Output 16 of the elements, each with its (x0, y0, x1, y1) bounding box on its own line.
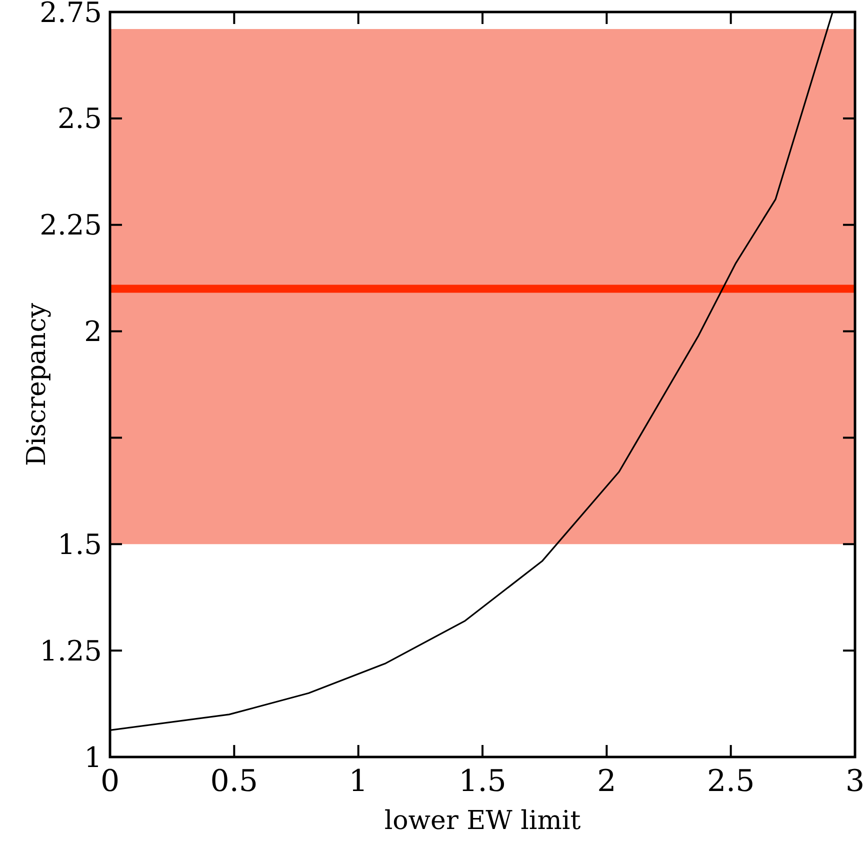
x-tick-label: 1 (348, 764, 368, 799)
x-tick-label: 0 (100, 764, 120, 799)
y-tick-label: 2.75 (40, 0, 102, 29)
y-tick-label: 1.5 (57, 528, 102, 561)
x-tick-label: 0.5 (210, 764, 258, 799)
x-tick-label: 1.5 (458, 764, 506, 799)
y-tick-label: 2.25 (40, 208, 102, 242)
y-tick-label: 2 (84, 315, 102, 348)
y-tick-label: 2.5 (57, 102, 102, 136)
x-tick-label: 2 (597, 764, 616, 799)
x-axis-title: lower EW limit (384, 806, 582, 836)
y-tick-label: 1 (84, 740, 102, 774)
x-tick-label: 3 (845, 764, 865, 799)
y-tick-label: 1.25 (40, 634, 102, 668)
y-axis-title: Discrepancy (22, 302, 52, 466)
x-tick-label: 2.5 (706, 764, 755, 799)
